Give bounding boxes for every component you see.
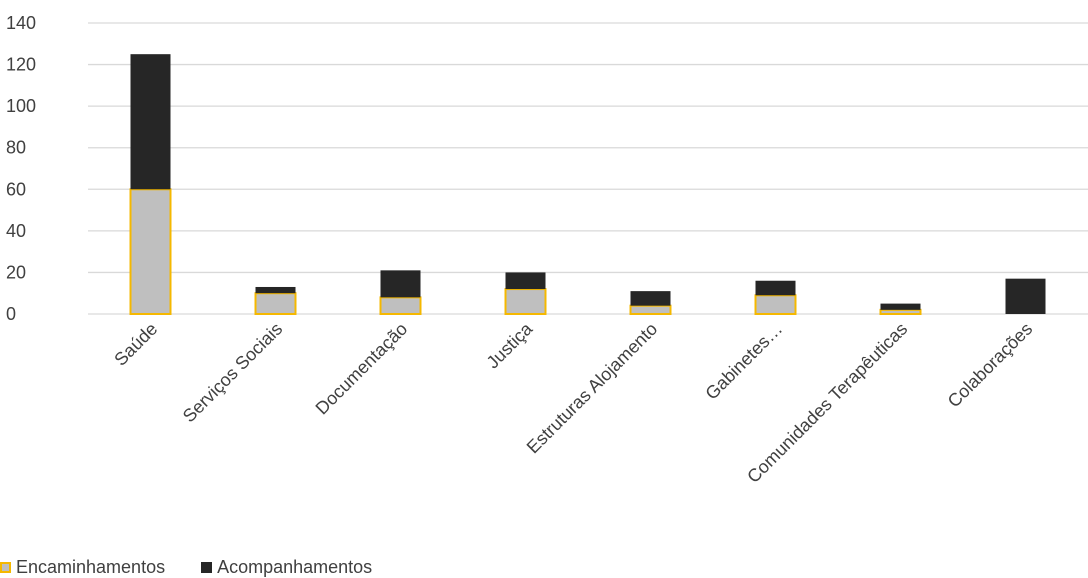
- y-tick-label: 20: [6, 262, 26, 282]
- bar-acompanhamentos: [130, 54, 171, 190]
- x-category-label: Saúde: [110, 319, 161, 370]
- bar-acompanhamentos: [880, 303, 921, 310]
- bar-encaminhamentos: [754, 294, 797, 315]
- bar-encaminhamentos: [879, 308, 922, 316]
- legend-item-encaminhamentos: Encaminhamentos: [0, 557, 165, 578]
- x-category-label: Documentação: [312, 319, 412, 419]
- x-category-label: Colaborações: [944, 319, 1037, 412]
- bar-acompanhamentos: [630, 291, 671, 306]
- stacked-bar-chart: 0 20 40 60 80 100 120 140 Saúde Serviços Sociais…: [6, 13, 1088, 487]
- bar-acompanhamentos: [505, 272, 546, 290]
- bars: [129, 54, 1046, 316]
- bar-encaminhamentos: [129, 188, 172, 316]
- y-tick-label: 80: [6, 138, 26, 158]
- legend: Encaminhamentos Acompanhamentos: [0, 556, 408, 578]
- x-category-label: Gabinetes…: [701, 319, 786, 404]
- legend-label-acompanhamentos: Acompanhamentos: [217, 556, 373, 577]
- x-axis-labels: Saúde Serviços Sociais Documentação Justiça…: [110, 318, 1036, 487]
- bar-encaminhamentos: [504, 288, 547, 315]
- y-tick-label: 100: [6, 96, 36, 116]
- y-tick-label: 0: [6, 304, 16, 324]
- x-category-label: Estruturas Alojamento: [523, 319, 662, 458]
- bar-acompanhamentos: [255, 286, 296, 294]
- y-tick-label: 140: [6, 13, 36, 33]
- bar-encaminhamentos: [629, 304, 672, 315]
- bar-acompanhamentos: [1005, 278, 1046, 314]
- y-tick-label: 120: [6, 55, 36, 75]
- bar-encaminhamentos: [254, 292, 297, 316]
- legend-swatch-acompanhamentos: [201, 561, 213, 573]
- legend-item-acompanhamentos: Acompanhamentos: [201, 557, 372, 578]
- y-tick-label: 40: [6, 221, 26, 241]
- y-axis-ticks: 0 20 40 60 80 100 120 140: [6, 13, 36, 324]
- y-tick-label: 60: [6, 179, 26, 199]
- x-category-label: Justiça: [483, 318, 537, 372]
- bar-acompanhamentos: [380, 270, 421, 298]
- gridlines: [88, 22, 1088, 315]
- legend-swatch-encaminhamentos: [0, 561, 11, 573]
- legend-label-encaminhamentos: Encaminhamentos: [16, 556, 166, 577]
- bar-encaminhamentos: [379, 296, 422, 315]
- bar-acompanhamentos: [755, 280, 796, 296]
- x-category-label: Serviços Sociais: [179, 319, 287, 427]
